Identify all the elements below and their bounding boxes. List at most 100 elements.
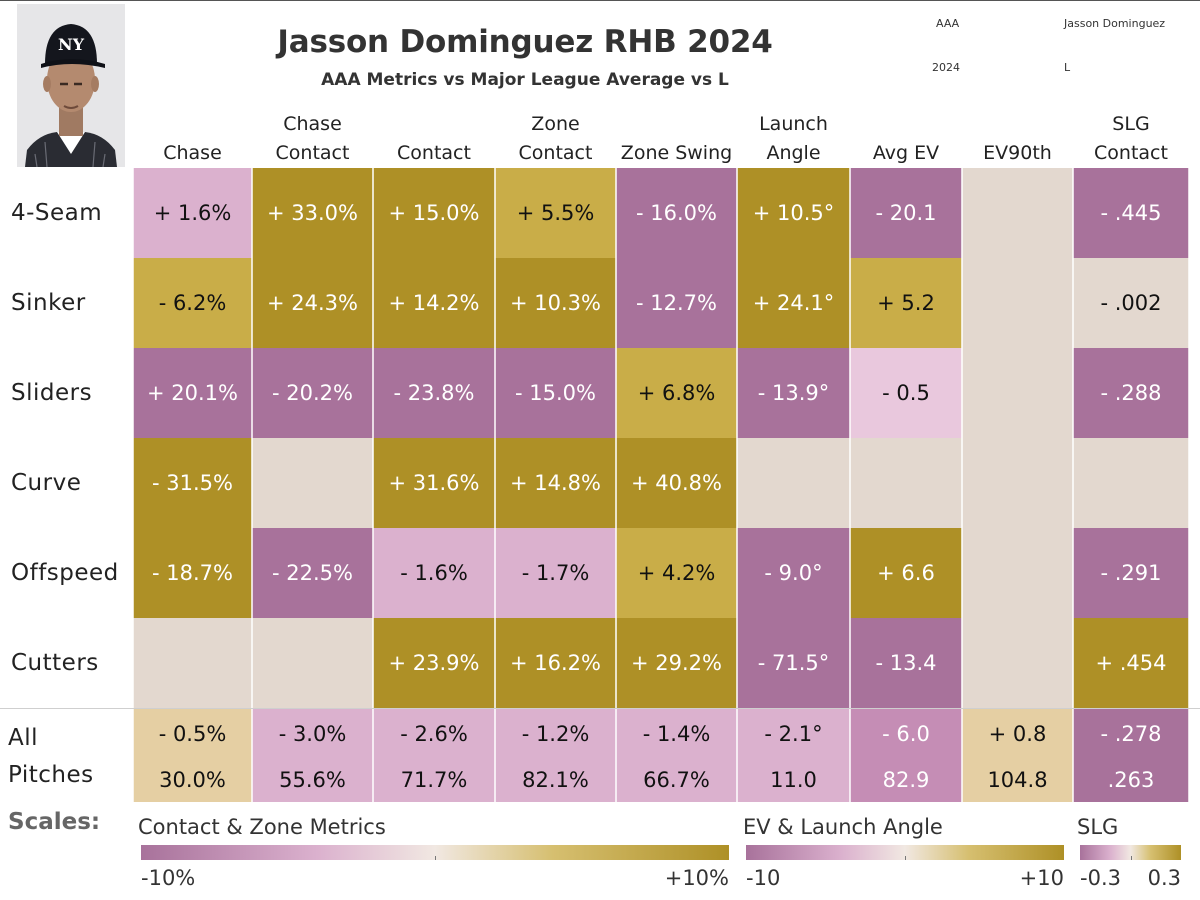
column-header-text: Avg EV — [873, 139, 939, 168]
column-header-line: Contact — [275, 142, 350, 164]
all-pitches-diff: - 0.5% — [159, 722, 227, 746]
column-header-text: Zone Swing — [621, 139, 732, 168]
heat-cell-sliders-ev90th — [962, 348, 1073, 438]
heat-cell-sinker-avg-ev — [850, 258, 962, 348]
heat-cell-4-seam-avg-ev — [850, 168, 962, 258]
heat-cell-value: + 14.2% — [389, 291, 480, 315]
heat-cell-value: - 0.5 — [882, 381, 930, 405]
column-header-zone-swing: Zone Swing — [616, 110, 737, 168]
all-pitches-value: 66.7% — [643, 768, 710, 792]
all-pitches-cell-zone-contact — [495, 709, 616, 802]
heat-cell-sliders-slg-contact — [1073, 348, 1189, 438]
row-label-curve: Curve — [11, 470, 82, 496]
all-pitches-value: 82.1% — [522, 768, 589, 792]
column-header-text: Chase — [163, 139, 222, 168]
player-headshot: NY — [17, 4, 125, 167]
column-header-line: SLG — [1112, 113, 1150, 135]
heat-cell-offspeed-chase-contact — [252, 528, 373, 618]
heat-cell-cutters-contact — [373, 618, 495, 708]
heat-cell-offspeed-contact — [373, 528, 495, 618]
heat-cell-value: - 9.0° — [764, 561, 822, 585]
heat-cell-sliders-contact — [373, 348, 495, 438]
heat-cell-4-seam-contact — [373, 168, 495, 258]
heat-cell-sliders-launch-angle — [737, 348, 850, 438]
heat-cell-offspeed-ev90th — [962, 528, 1073, 618]
heat-cell-value: - 16.0% — [636, 201, 717, 225]
heat-cell-cutters-ev90th — [962, 618, 1073, 708]
heat-cell-offspeed-zone-contact — [495, 528, 616, 618]
column-header-line: Chase — [163, 142, 222, 164]
heat-cell-sinker-ev90th — [962, 258, 1073, 348]
heat-cell-value: - 13.9° — [758, 381, 830, 405]
scale-title-slg: SLG — [1077, 815, 1119, 839]
heat-cell-sinker-contact — [373, 258, 495, 348]
heat-cell-curve-launch-angle — [737, 438, 850, 528]
heat-cell-value: - 20.2% — [272, 381, 353, 405]
all-pitches-value: .263 — [1108, 768, 1155, 792]
column-header-line: Avg EV — [872, 142, 940, 164]
column-header-line: Zone Swing — [620, 142, 733, 164]
all-pitches-value: 11.0 — [770, 768, 817, 792]
filter-hand[interactable]: L — [1064, 61, 1071, 74]
heat-cell-value: - .002 — [1100, 291, 1161, 315]
heat-cell-value: + 5.2 — [877, 291, 935, 315]
row-label-all-pitches: All Pitches — [8, 720, 93, 794]
heat-cell-value: + 16.2% — [510, 651, 601, 675]
heat-cell-value: - 71.5° — [758, 651, 830, 675]
heat-cell-sliders-chase-contact — [252, 348, 373, 438]
filter-year[interactable]: 2024 — [932, 61, 960, 74]
all-pitches-diff: - 6.0 — [882, 722, 930, 746]
scale-max-label: +10 — [1019, 866, 1064, 890]
heat-cell-4-seam-ev90th — [962, 168, 1073, 258]
column-header-text: Launch Angle — [759, 110, 828, 168]
column-header-zone-contact: Zone Contact — [495, 110, 616, 168]
column-header-text: Chase Contact — [276, 110, 350, 168]
scale-mid-tick — [1130, 856, 1132, 860]
all-pitches-diff: - 1.4% — [643, 722, 711, 746]
scale-gradient-bar — [1080, 845, 1181, 860]
heat-cell-cutters-slg-contact — [1073, 618, 1189, 708]
heat-cell-curve-slg-contact — [1073, 438, 1189, 528]
row-label-sliders: Sliders — [11, 380, 93, 406]
heat-cell-4-seam-chase — [133, 168, 252, 258]
heat-cell-4-seam-chase-contact — [252, 168, 373, 258]
column-header-line: Launch — [759, 113, 828, 135]
column-header-line: Angle — [766, 142, 821, 164]
column-header-text: SLG Contact — [1094, 110, 1168, 168]
heat-cell-sinker-chase — [133, 258, 252, 348]
scales-label: Scales: — [8, 809, 101, 835]
heat-cell-sinker-zone-contact — [495, 258, 616, 348]
heat-cell-value: - 15.0% — [515, 381, 596, 405]
heat-cell-curve-ev90th — [962, 438, 1073, 528]
svg-text:NY: NY — [58, 35, 85, 54]
scale-gradient-bar — [141, 845, 729, 860]
all-pitches-cell-chase-contact — [252, 709, 373, 802]
heat-cell-value: + 33.0% — [267, 201, 358, 225]
heat-cell-curve-contact — [373, 438, 495, 528]
column-header-line: Chase — [283, 113, 342, 135]
heat-cell-value: + 14.8% — [510, 471, 601, 495]
heat-cell-value: + 23.9% — [389, 651, 480, 675]
heat-cell-value: - 1.7% — [522, 561, 590, 585]
heat-cell-value: - 13.4 — [875, 651, 936, 675]
heat-cell-4-seam-launch-angle — [737, 168, 850, 258]
heat-cell-value: - .288 — [1100, 381, 1161, 405]
heat-cell-value: + 31.6% — [389, 471, 480, 495]
heat-cell-sliders-chase — [133, 348, 252, 438]
row-label-sinker: Sinker — [11, 290, 86, 316]
heat-cell-value: + 10.5° — [753, 201, 835, 225]
chart-title: Jasson Dominguez RHB 2024 — [277, 24, 773, 60]
heat-cell-value: - 1.6% — [400, 561, 468, 585]
column-header-slg-contact: SLG Contact — [1073, 110, 1189, 168]
filter-player[interactable]: Jasson Dominguez — [1064, 17, 1166, 30]
heat-cell-curve-zone-swing — [616, 438, 737, 528]
scale-mid-tick — [905, 856, 906, 860]
filter-level[interactable]: AAA — [936, 17, 960, 30]
column-header-contact: Contact — [373, 110, 495, 168]
heat-cell-cutters-chase-contact — [252, 618, 373, 708]
row-label-4-seam: 4-Seam — [11, 200, 103, 226]
scale-max-label: 0.3 — [1147, 866, 1181, 890]
heat-cell-value: + 29.2% — [631, 651, 722, 675]
column-header-avg-ev: Avg EV — [850, 110, 962, 168]
scale-title-contact-zone-metrics: Contact & Zone Metrics — [138, 815, 386, 839]
